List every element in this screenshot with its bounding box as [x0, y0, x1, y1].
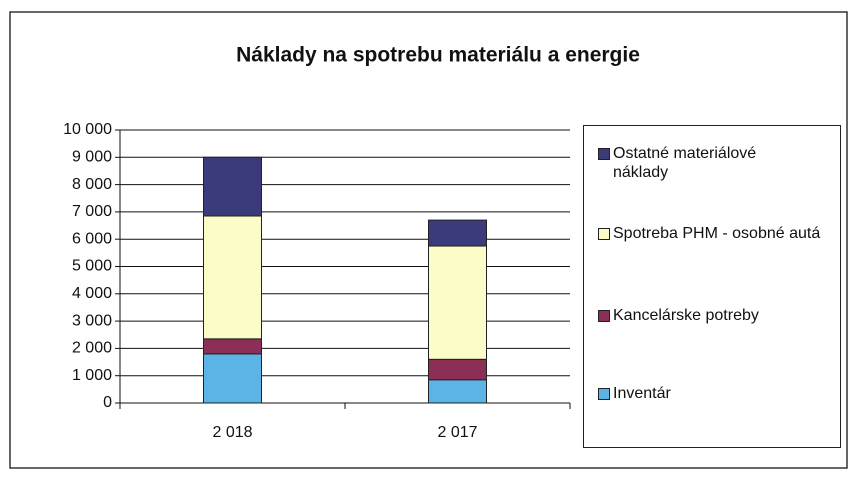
y-tick-label: 2 000	[72, 340, 112, 357]
legend-swatch	[598, 310, 610, 322]
legend-item: Kancelárske potreby	[598, 306, 838, 325]
bar-segment	[428, 245, 487, 360]
legend-label: Inventár	[613, 385, 671, 402]
y-tick-label: 6 000	[72, 230, 112, 247]
y-tick-label: 9 000	[72, 149, 112, 166]
legend-label: Ostatné materiálové náklady	[613, 145, 757, 181]
legend-label: Kancelárske potreby	[613, 307, 759, 324]
bar-segment	[203, 215, 262, 340]
bar-segment	[428, 219, 487, 247]
x-tick-label: 2 018	[212, 424, 252, 441]
y-tick-label: 4 000	[72, 285, 112, 302]
bar-segment	[428, 379, 487, 404]
y-tick-label: 10 000	[63, 121, 112, 138]
y-tick-label: 8 000	[72, 176, 112, 193]
bar-segment	[428, 358, 487, 381]
legend-item: Inventár	[598, 384, 838, 403]
legend-swatch	[598, 148, 610, 160]
legend-label: Spotreba PHM - osobné autá	[613, 225, 821, 242]
y-tick-label: 3 000	[72, 312, 112, 329]
y-tick-label: 1 000	[72, 367, 112, 384]
bar-segment	[203, 156, 262, 217]
legend-item: Spotreba PHM - osobné autá	[598, 224, 838, 243]
x-tick-label: 2 017	[437, 424, 477, 441]
bar-segment	[203, 353, 262, 404]
legend-swatch	[598, 388, 610, 400]
legend: Inventár Kancelárske potreby Spotreba PHM …	[583, 125, 841, 448]
bar-segment	[203, 338, 262, 355]
legend-item: Ostatné materiálové náklady	[598, 144, 838, 182]
chart-title: Náklady na spotrebu materiálu a energie	[236, 44, 640, 67]
chart-frame	[9, 11, 848, 469]
y-tick-label: 5 000	[72, 258, 112, 275]
legend-swatch	[598, 228, 610, 240]
y-tick-label: 7 000	[72, 203, 112, 220]
y-tick-label: 0	[103, 394, 112, 411]
